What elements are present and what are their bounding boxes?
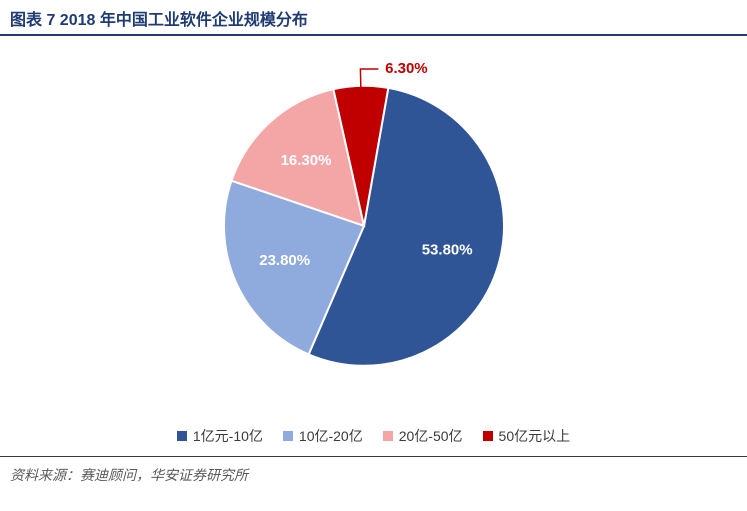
legend-label: 1亿元-10亿 <box>193 428 263 444</box>
slice-label: 16.30% <box>280 152 331 169</box>
legend-swatch <box>483 431 493 441</box>
legend-swatch <box>177 431 187 441</box>
slice-label: 23.80% <box>259 252 310 269</box>
title-bar: 图表 7 2018 年中国工业软件企业规模分布 <box>0 0 747 36</box>
source-footer: 资料来源：赛迪顾问，华安证券研究所 <box>0 456 747 485</box>
legend-item: 50亿元以上 <box>483 426 571 446</box>
chart-area: 53.80% 23.80% 16.30% 6.30% 1亿元-10亿 10亿-20亿 20… <box>0 36 747 456</box>
legend: 1亿元-10亿 10亿-20亿 20亿-50亿 50亿元以上 <box>0 426 747 446</box>
chart-title: 图表 7 2018 年中国工业软件企业规模分布 <box>10 12 308 29</box>
figure-container: 图表 7 2018 年中国工业软件企业规模分布 53.80% 23.80% 16.3… <box>0 0 747 511</box>
legend-label: 50亿元以上 <box>499 428 571 444</box>
legend-swatch <box>383 431 393 441</box>
pie-chart: 53.80% 23.80% 16.30% 6.30% <box>164 46 584 426</box>
slice-label: 53.80% <box>421 242 472 259</box>
legend-label: 20亿-50亿 <box>399 428 463 444</box>
source-text: 资料来源：赛迪顾问，华安证券研究所 <box>10 467 248 483</box>
legend-label: 10亿-20亿 <box>299 428 363 444</box>
slice-label: 6.30% <box>385 60 428 77</box>
legend-item: 20亿-50亿 <box>383 426 463 446</box>
legend-item: 10亿-20亿 <box>283 426 363 446</box>
legend-item: 1亿元-10亿 <box>177 426 263 446</box>
legend-swatch <box>283 431 293 441</box>
pie-wrap: 53.80% 23.80% 16.30% 6.30% <box>164 46 584 431</box>
